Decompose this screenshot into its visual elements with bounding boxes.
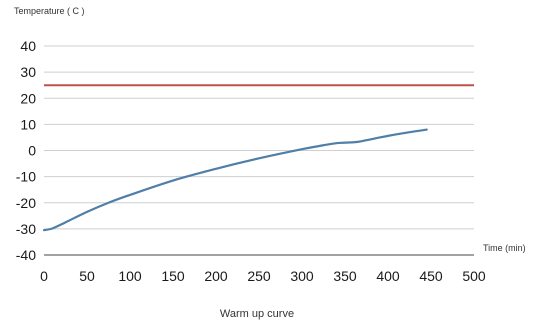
y-tick-label: -40	[16, 247, 36, 263]
x-tick-label: 300	[290, 268, 314, 284]
grid	[44, 45, 474, 256]
y-tick-label: 0	[28, 143, 36, 159]
series-line-0	[42, 128, 428, 232]
series-group	[42, 128, 428, 232]
y-tick-label: -30	[16, 221, 36, 237]
x-axis-label: Time (min)	[483, 243, 526, 253]
x-tick-label: 450	[419, 268, 443, 284]
x-tick-label: 400	[376, 268, 400, 284]
y-tick-label: -10	[16, 169, 36, 185]
y-axis-label: Temperature ( C )	[14, 6, 85, 16]
x-tick-label: 200	[204, 268, 228, 284]
y-tick-label: 20	[20, 90, 36, 106]
y-tick-label: -20	[16, 195, 36, 211]
x-tick-label: 0	[40, 268, 48, 284]
y-tick-label: 10	[20, 116, 36, 132]
x-tick-label: 50	[79, 268, 95, 284]
x-tick-label: 150	[161, 268, 185, 284]
x-tick-label: 350	[333, 268, 357, 284]
y-tick-label: 30	[20, 64, 36, 80]
x-tick-label: 250	[247, 268, 271, 284]
x-tick-label: 100	[118, 268, 142, 284]
y-tick-label: 40	[20, 38, 36, 54]
chart-caption: Warm up curve	[219, 308, 295, 320]
x-tick-label: 500	[462, 268, 486, 284]
